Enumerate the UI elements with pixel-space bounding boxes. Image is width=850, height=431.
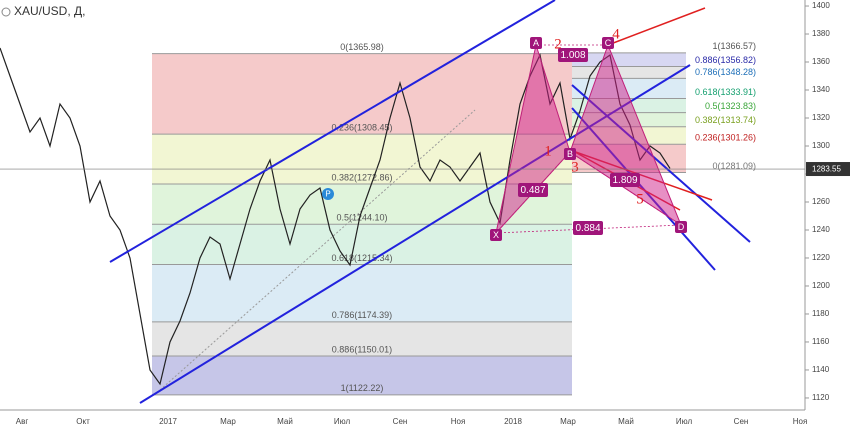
y-tick-label: 1380 — [812, 29, 830, 38]
fib-label: 0.786(1348.28) — [695, 67, 756, 77]
fib-label: 0.236(1301.26) — [695, 133, 756, 143]
point-badge — [675, 221, 687, 233]
fib-label: 0.786(1174.39) — [332, 310, 392, 320]
y-tick-label: 1220 — [812, 253, 830, 262]
y-tick-label: 1320 — [812, 113, 830, 122]
y-tick-label: 1140 — [812, 365, 830, 374]
point-badge — [564, 148, 576, 160]
ratio-label: 0.487 — [520, 185, 545, 196]
fib-band — [572, 66, 686, 79]
fib-band — [152, 224, 572, 265]
fib-label: 0.618(1215.34) — [331, 253, 392, 263]
y-tick-label: 1160 — [812, 337, 830, 346]
fib-band — [572, 52, 686, 67]
x-tick-label: Сен — [734, 417, 749, 426]
ratio-label: 0.884 — [575, 223, 600, 234]
fib-band — [152, 264, 572, 322]
x-tick-label: Мар — [560, 417, 576, 426]
wave-label: 1 — [544, 143, 552, 159]
x-tick-label: 2017 — [159, 417, 177, 426]
point-label: D — [678, 222, 685, 232]
fib-label: 1(1366.57) — [712, 41, 756, 51]
point-badge — [490, 229, 502, 241]
last-price-label: 1283.55 — [812, 165, 841, 174]
icon — [1, 7, 11, 17]
fib-label: 0.382(1313.74) — [695, 115, 756, 125]
point-label: B — [567, 149, 573, 159]
point-badge — [602, 37, 614, 49]
fib-label: 0.236(1308.45) — [331, 123, 392, 133]
y-tick-label: 1120 — [812, 393, 830, 402]
pattern-triangle — [569, 43, 683, 227]
y-tick-label: 1360 — [812, 57, 830, 66]
x-tick-label: Май — [277, 417, 293, 426]
fib-band — [152, 53, 572, 135]
y-tick-label: 1240 — [812, 225, 830, 234]
y-tick-label: 1260 — [812, 197, 830, 206]
fib-label: 0(1281.09) — [712, 161, 756, 171]
x-tick-label: Сен — [393, 417, 408, 426]
ratio-badge — [573, 221, 603, 235]
price-line — [0, 47, 671, 386]
ratio-badge — [518, 183, 548, 197]
ratio-label: 1.809 — [612, 175, 637, 186]
y-tick-label: 1340 — [812, 85, 830, 94]
y-tick-label: 1300 — [812, 141, 830, 150]
wave-label: 4 — [612, 26, 620, 42]
y-tick-label: 1400 — [812, 1, 830, 10]
point-label: C — [605, 38, 612, 48]
point-label: X — [493, 230, 499, 240]
ratio-label: 1.008 — [560, 50, 585, 61]
fib-label: 0.5(1244.10) — [336, 213, 387, 223]
y-tick-label: 1200 — [812, 281, 830, 290]
x-tick-label: Май — [618, 417, 634, 426]
fib-label: 0.886(1150.01) — [332, 344, 392, 354]
fib-label: 0.618(1333.91) — [695, 87, 756, 97]
wave-label: 2 — [554, 36, 562, 52]
chart-title: XAU/USD, Д, — [14, 4, 85, 18]
x-tick-label: Июл — [676, 417, 693, 426]
fib-label: 0.382(1272.86) — [331, 172, 392, 182]
marker-dot — [322, 188, 334, 200]
y-tick-label: 1180 — [812, 309, 830, 318]
x-tick-label: Окт — [76, 417, 90, 426]
ratio-badge — [610, 173, 640, 187]
x-tick-label: 2018 — [504, 417, 522, 426]
ratio-badge — [558, 48, 588, 62]
x-tick-label: Мар — [220, 417, 236, 426]
x-tick-label: Ноя — [793, 417, 808, 426]
fib-label: 0.5(1323.83) — [705, 101, 756, 111]
x-tick-label: Авг — [16, 417, 29, 426]
wave-label: 3 — [571, 159, 579, 175]
plot-area: 0(1365.98) 0.236(1308.45) 0.382(1272.86) 0.… — [0, 0, 805, 404]
wave-label: 5 — [636, 191, 644, 207]
fib-band — [152, 134, 572, 184]
x-tick-label: Ноя — [451, 417, 466, 426]
fib-band — [152, 321, 572, 356]
x-tick-label: Июл — [334, 417, 351, 426]
fib-label: 0.886(1356.82) — [695, 55, 756, 65]
point-label: A — [533, 38, 539, 48]
last-price-badge — [806, 162, 850, 177]
point-badge — [530, 37, 542, 49]
fib-label: 1(1122.22) — [341, 383, 384, 393]
channel-line — [109, 0, 556, 263]
fib-band — [152, 355, 572, 395]
trend-line — [607, 7, 706, 46]
fib-label: 0(1365.98) — [340, 42, 384, 52]
marker-label: P — [325, 190, 330, 199]
